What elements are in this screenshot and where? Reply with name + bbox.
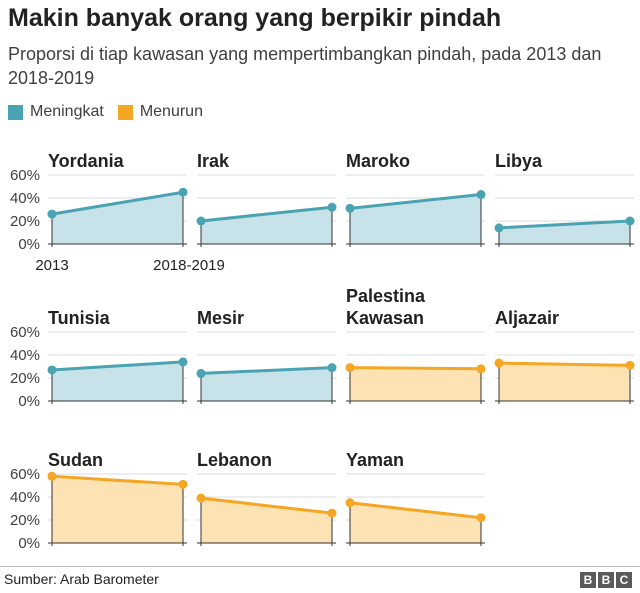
data-point-2013: [47, 471, 57, 481]
area-fill: [201, 367, 332, 401]
data-point-2018-2019: [327, 508, 337, 518]
data-point-2018-2019: [178, 479, 188, 489]
panel-title: Sudan: [48, 450, 103, 470]
area-fill: [52, 476, 183, 543]
panel-maroko: Maroko: [345, 151, 486, 247]
legend-label-decrease: Menurun: [139, 103, 203, 120]
series-line: [199, 496, 334, 515]
footer-divider: [0, 566, 640, 567]
panel-tunisia: Tunisia 60% 40% 20% 0%: [10, 308, 188, 410]
data-point-2013: [345, 363, 355, 373]
y-tick-label: 20%: [10, 512, 40, 529]
bbc-logo: B B C: [578, 572, 632, 588]
data-point-2018-2019: [327, 363, 337, 373]
data-point-2013: [345, 203, 355, 213]
y-tick-label: 40%: [10, 190, 40, 207]
series-line: [497, 361, 632, 367]
data-point-2013: [196, 493, 206, 503]
legend-swatch-increase: [8, 104, 23, 120]
area-fill: [52, 361, 183, 401]
y-tick-label: 40%: [10, 489, 40, 506]
y-tick-label: 20%: [10, 370, 40, 387]
y-tick-label: 0%: [18, 535, 40, 552]
bbc-logo-letter: B: [580, 572, 596, 588]
legend: Meningkat Menurun: [8, 103, 217, 121]
data-point-2018-2019: [476, 364, 486, 374]
panel-title: Palestina: [346, 286, 426, 306]
small-multiples-chart: Yordania 60% 40% 20% 0% 2013 2018-2019 Irak Maro…: [10, 151, 635, 552]
chart-title: Makin banyak orang yang berpikir pindah: [8, 4, 502, 32]
legend-label-increase: Meningkat: [30, 103, 104, 120]
data-point-2018-2019: [178, 187, 188, 197]
panel-title: Tunisia: [48, 308, 111, 328]
data-point-2018-2019: [625, 216, 635, 226]
series-line: [199, 205, 334, 223]
data-point-2013: [196, 368, 206, 378]
series-line: [199, 366, 334, 375]
y-tick-label: 60%: [10, 466, 40, 483]
panel-title: Maroko: [346, 151, 410, 171]
chart-subtitle: Proporsi di tiap kawasan yang mempertimb…: [8, 44, 602, 88]
series-line: [348, 501, 483, 520]
area-fill: [499, 363, 630, 401]
panel-lebanon: Lebanon: [196, 450, 337, 546]
bbc-logo-letter: C: [616, 572, 632, 588]
panel-yordania: Yordania 60% 40% 20% 0% 2013 2018-2019: [10, 151, 225, 274]
data-point-2018-2019: [476, 190, 486, 200]
area-fill: [52, 192, 183, 244]
data-point-2018-2019: [625, 360, 635, 370]
area-fill: [350, 367, 481, 401]
legend-swatch-decrease: [117, 104, 133, 120]
panel-sudan: Sudan 60% 40% 20% 0%: [10, 450, 188, 552]
panel-aljazair: Aljazair: [494, 308, 635, 404]
source-note: Sumber: Arab Barometer: [4, 571, 159, 587]
y-tick-label: 0%: [18, 393, 40, 410]
series-line: [497, 219, 632, 230]
area-fill: [350, 502, 481, 543]
panel-title: Aljazair: [495, 308, 559, 328]
panel-title: Yordania: [48, 151, 125, 171]
panel-title: Yaman: [346, 450, 404, 470]
panel-irak: Irak: [196, 151, 337, 247]
data-point-2018-2019: [327, 202, 337, 212]
data-point-2013: [47, 365, 57, 375]
data-point-2018-2019: [178, 357, 188, 367]
legend-item-increase: Meningkat: [8, 103, 104, 121]
y-tick-label: 20%: [10, 213, 40, 230]
legend-item-decrease: Menurun: [117, 103, 203, 121]
panel-title: Irak: [197, 151, 230, 171]
panel-title: Kawasan: [346, 308, 424, 328]
x-tick-label: 2013: [35, 257, 68, 274]
data-point-2013: [345, 498, 355, 508]
panel-title: Mesir: [197, 308, 244, 328]
series-line: [50, 474, 185, 486]
y-tick-label: 0%: [18, 236, 40, 253]
bbc-logo-letter: B: [598, 572, 614, 588]
panel-mesir: Mesir: [196, 308, 337, 404]
panel-yaman: Yaman: [345, 450, 486, 546]
data-point-2013: [494, 223, 504, 233]
panel-title: Libya: [495, 151, 543, 171]
series-line: [50, 190, 185, 216]
x-tick-label: 2018-2019: [153, 257, 225, 274]
data-point-2013: [196, 216, 206, 226]
y-tick-label: 60%: [10, 324, 40, 341]
series-line: [50, 360, 185, 372]
panel-title: Lebanon: [197, 450, 272, 470]
data-point-2018-2019: [476, 513, 486, 523]
area-fill: [350, 194, 481, 244]
area-fill: [201, 207, 332, 244]
data-point-2013: [494, 358, 504, 368]
series-line: [348, 193, 483, 210]
series-line: [348, 366, 483, 371]
y-tick-label: 40%: [10, 347, 40, 364]
y-tick-label: 60%: [10, 167, 40, 184]
data-point-2013: [47, 209, 57, 219]
panel-libya: Libya: [494, 151, 635, 247]
